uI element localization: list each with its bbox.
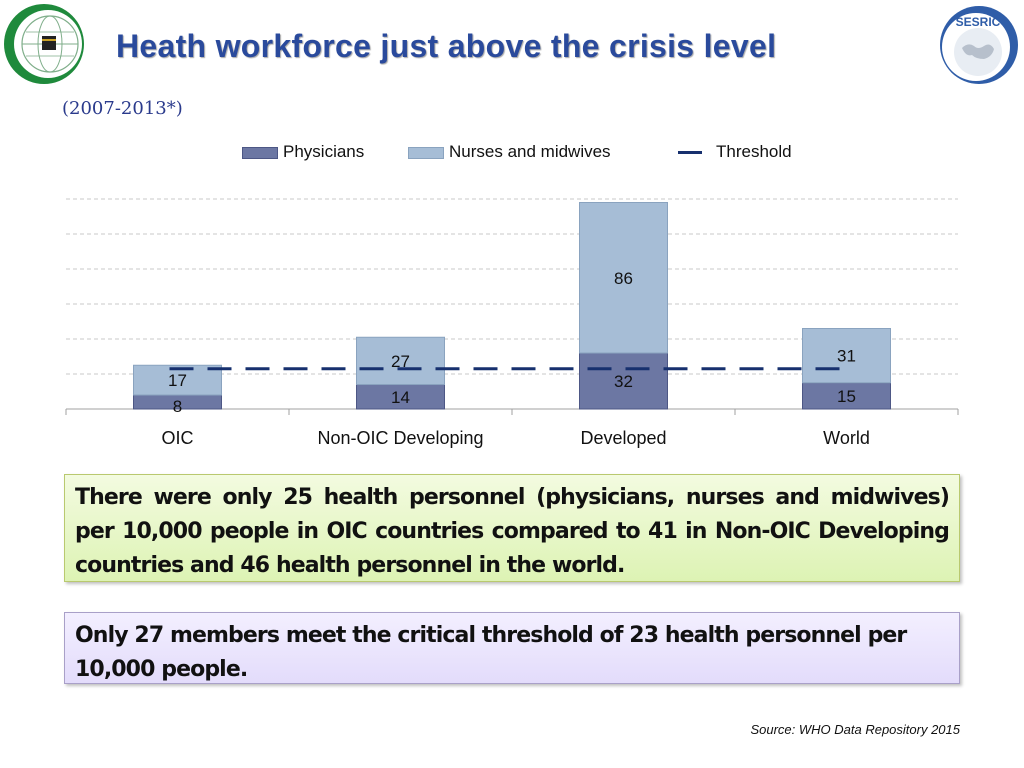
legend-swatch-nurses (408, 147, 444, 159)
bar-nurses (356, 336, 445, 385)
x-tick-label: Developed (580, 428, 666, 448)
legend-label-nurses: Nurses and midwives (449, 142, 611, 161)
stacked-bar-chart: 8 17 OIC 14 27 Non-OIC Developing 32 86 Develope… (65, 198, 959, 448)
x-tick-label: OIC (161, 428, 193, 448)
callout-main-text: There were only 25 health personnel (phy… (75, 485, 950, 578)
oic-logo (4, 4, 84, 84)
data-label-nurses: 17 (168, 371, 187, 390)
page-subtitle: (2007-2013*) (62, 98, 183, 119)
data-label-nurses: 86 (614, 269, 633, 288)
bar-nurses (802, 328, 891, 384)
callout-threshold: Only 27 members meet the critical thresh… (64, 612, 960, 684)
x-tick-label: World (823, 428, 870, 448)
data-label-physicians: 8 (173, 397, 182, 416)
bar-nurses (579, 202, 668, 354)
data-label-nurses: 27 (391, 352, 410, 371)
data-label-physicians: 14 (391, 388, 410, 407)
x-tick-label: Non-OIC Developing (317, 428, 483, 448)
data-label-nurses: 31 (837, 347, 856, 366)
chart-legend: Physicians Nurses and midwives Threshold (0, 140, 1024, 166)
bar-physicians (579, 352, 668, 410)
sesric-logo: SESRIC (940, 6, 1018, 84)
page-title: Heath workforce just above the crisis le… (116, 28, 777, 64)
legend-swatch-physicians (242, 147, 278, 159)
bar-physicians (802, 382, 891, 410)
svg-text:SESRIC: SESRIC (956, 15, 1001, 29)
legend-swatch-threshold (678, 151, 702, 154)
data-label-physicians: 15 (837, 387, 856, 406)
bar-physicians (356, 384, 445, 410)
callout-main: There were only 25 health personnel (phy… (64, 474, 960, 582)
callout-threshold-text: Only 27 members meet the critical thresh… (75, 623, 907, 682)
legend-label-physicians: Physicians (283, 142, 365, 161)
legend-label-threshold: Threshold (716, 142, 792, 161)
data-label-physicians: 32 (614, 372, 633, 391)
source-note: Source: WHO Data Repository 2015 (750, 722, 960, 737)
